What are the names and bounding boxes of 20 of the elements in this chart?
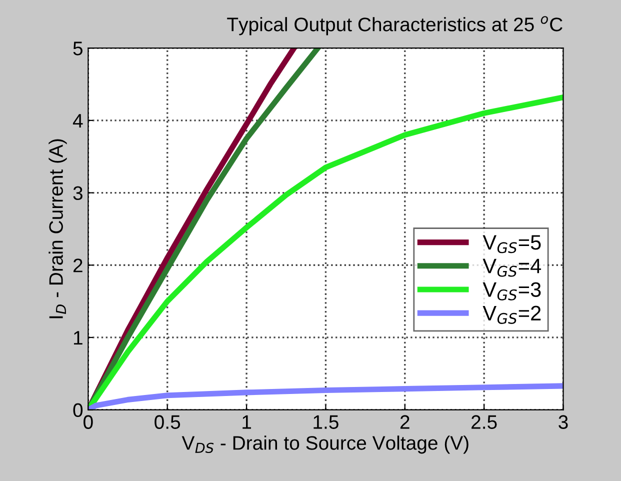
x-tick-label: 0.5 (154, 415, 180, 429)
x-tick-label: 1 (242, 415, 251, 429)
legend-label: V$_{GS}$=2 (482, 306, 541, 324)
legend-label: V$_{GS}$=3 (482, 282, 541, 300)
legend-label: V$_{GS}$=4 (482, 258, 542, 277)
chart-title: Typical Output Characteristics at 25 $^{o}$C (227, 16, 562, 36)
x-tick-label: 2.5 (472, 415, 497, 429)
x-tick-label: 0 (84, 415, 93, 429)
legend-label: V$_{GS}$=5 (482, 235, 541, 254)
x-tick-label: 3 (558, 415, 568, 429)
y-tick-label: 4 (72, 114, 83, 128)
y-axis-title: I$_{D}$ - Drain Current (A) (48, 139, 67, 318)
x-tick-label: 1.5 (314, 415, 338, 429)
y-tick-label: 1 (74, 331, 82, 345)
x-tick-label: 2 (400, 415, 410, 429)
x-axis-title: V$_{DS}$ - Drain to Source Voltage (V) (182, 436, 468, 454)
y-tick-label: 0 (73, 403, 83, 418)
y-tick-label: 3 (73, 186, 82, 200)
y-tick-label: 5 (73, 42, 83, 56)
y-tick-label: 2 (73, 258, 82, 272)
